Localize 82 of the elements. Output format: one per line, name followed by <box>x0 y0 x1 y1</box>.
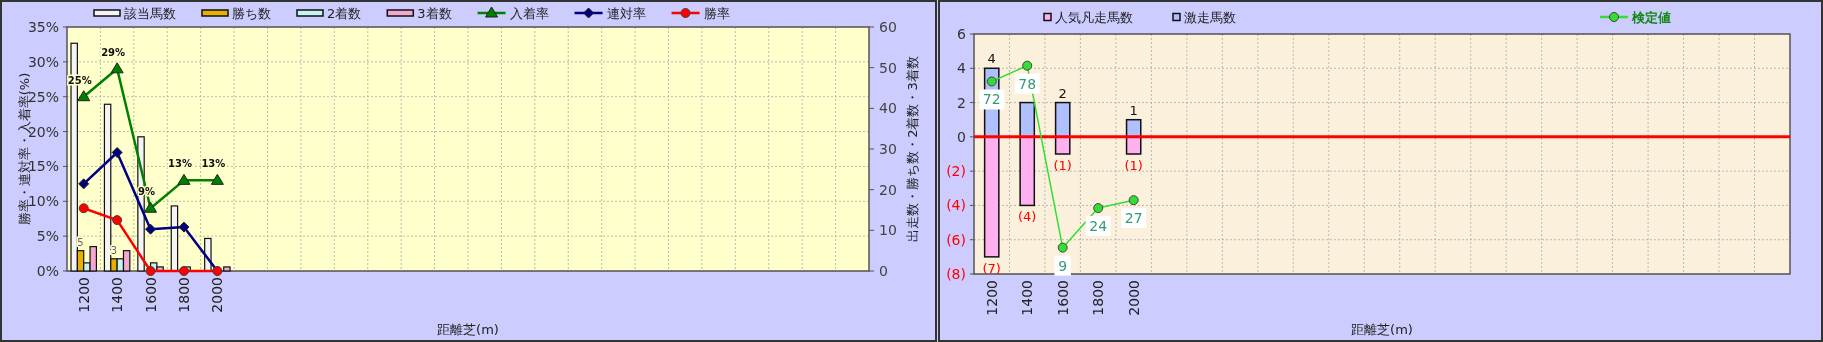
y2-axis-title: 出走数・勝ち数・2着数・3着数 <box>904 56 920 242</box>
point <box>112 215 123 226</box>
point <box>145 223 157 235</box>
legend-label: 該当馬数 <box>124 6 176 21</box>
point <box>177 173 191 185</box>
bar <box>1019 101 1036 138</box>
data-label: (1) <box>1124 158 1143 173</box>
legend-label: 入着率 <box>509 6 549 21</box>
y2-tick-label: 60 <box>879 19 897 35</box>
legend-label: 勝率 <box>703 6 730 21</box>
point <box>144 201 158 213</box>
x-tick-label: 1800 <box>1090 280 1107 316</box>
y2-tick-label: 50 <box>879 59 897 76</box>
data-label: 1 <box>1129 102 1138 118</box>
y-tick-label: 35% <box>27 19 59 35</box>
x-tick-label: 1200 <box>75 277 92 313</box>
y2-tick-label: 0 <box>879 263 888 279</box>
point <box>77 90 91 102</box>
data-label: 2 <box>1058 85 1067 101</box>
point <box>986 76 997 87</box>
y2-tick-label: 10 <box>879 222 897 239</box>
y-tick-label: (8) <box>946 266 966 282</box>
y-tick-label: 0 <box>957 128 966 145</box>
y2-tick-label: 20 <box>879 181 897 198</box>
point <box>78 178 90 190</box>
point <box>78 203 89 214</box>
legend-label: 2着数 <box>327 6 362 21</box>
point <box>178 266 189 276</box>
y-tick-label: 6 <box>957 26 967 42</box>
data-label: 29% <box>101 46 126 58</box>
data-label: 9 <box>1058 257 1068 274</box>
y-tick-label: 4 <box>957 60 967 77</box>
x-axis-title: 距離芝(m) <box>1351 322 1413 337</box>
y-tick-label: (6) <box>946 231 966 248</box>
data-label: 4 <box>987 51 996 67</box>
y-tick-label: 2 <box>957 94 966 111</box>
bar <box>1019 136 1036 207</box>
data-label: 78 <box>1018 75 1037 92</box>
data-label: 27 <box>1124 210 1143 227</box>
bar <box>223 266 231 272</box>
data-label: 72 <box>982 91 1001 108</box>
y-tick-label: 5% <box>36 228 59 245</box>
legend-label: 激走馬数 <box>1184 10 1236 25</box>
data-label: (4) <box>1018 209 1037 225</box>
point <box>1093 203 1104 214</box>
x-tick-label: 1400 <box>1019 280 1036 316</box>
data-label: 13% <box>201 158 226 170</box>
point <box>1128 195 1139 206</box>
y-tick-label: (4) <box>946 197 966 214</box>
x-tick-label: 1400 <box>109 277 126 313</box>
data-label: (1) <box>1053 158 1072 173</box>
point <box>110 62 124 74</box>
x-tick-label: 1200 <box>983 280 1000 316</box>
x-axis-title: 距離芝(m) <box>437 322 499 337</box>
y2-tick-label: 30 <box>879 141 897 157</box>
point <box>1057 242 1068 253</box>
y-tick-label: 30% <box>27 53 59 70</box>
x-tick-label: 2000 <box>1125 280 1142 316</box>
data-label: (7) <box>982 260 1001 276</box>
legend-label: 連対率 <box>606 6 646 21</box>
point <box>1022 60 1033 71</box>
data-label: 13% <box>167 158 192 170</box>
bar <box>983 136 1000 258</box>
point <box>145 266 156 276</box>
legend-label: 3着数 <box>417 6 452 21</box>
y-tick-label: (2) <box>946 163 966 180</box>
x-tick-label: 1800 <box>175 277 192 313</box>
x-tick-label: 2000 <box>209 277 226 313</box>
legend-label: 人気凡走馬数 <box>1055 10 1133 25</box>
legend-label: 検定値 <box>1631 10 1671 25</box>
x-tick-label: 1600 <box>142 277 159 313</box>
bar <box>1054 136 1071 155</box>
x-tick-label: 1600 <box>1054 280 1071 316</box>
y2-tick-label: 40 <box>879 100 897 117</box>
y-tick-label: 0% <box>36 263 59 279</box>
data-label: 5 <box>77 236 84 248</box>
legend-label: 勝ち数 <box>232 6 271 21</box>
point <box>178 221 190 233</box>
point <box>210 173 224 185</box>
point <box>111 146 123 158</box>
bar <box>1054 101 1071 138</box>
data-label: 24 <box>1089 218 1108 235</box>
